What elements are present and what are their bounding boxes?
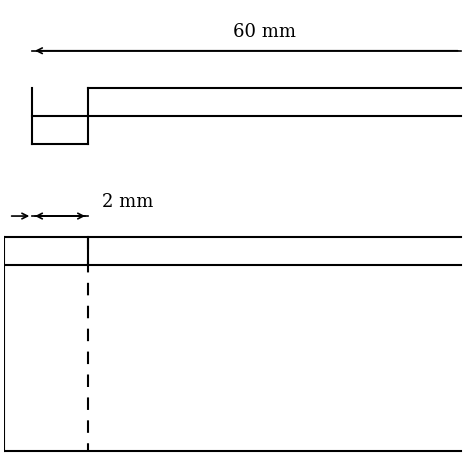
Text: 2 mm: 2 mm <box>102 193 153 211</box>
Text: 60 mm: 60 mm <box>233 23 296 41</box>
